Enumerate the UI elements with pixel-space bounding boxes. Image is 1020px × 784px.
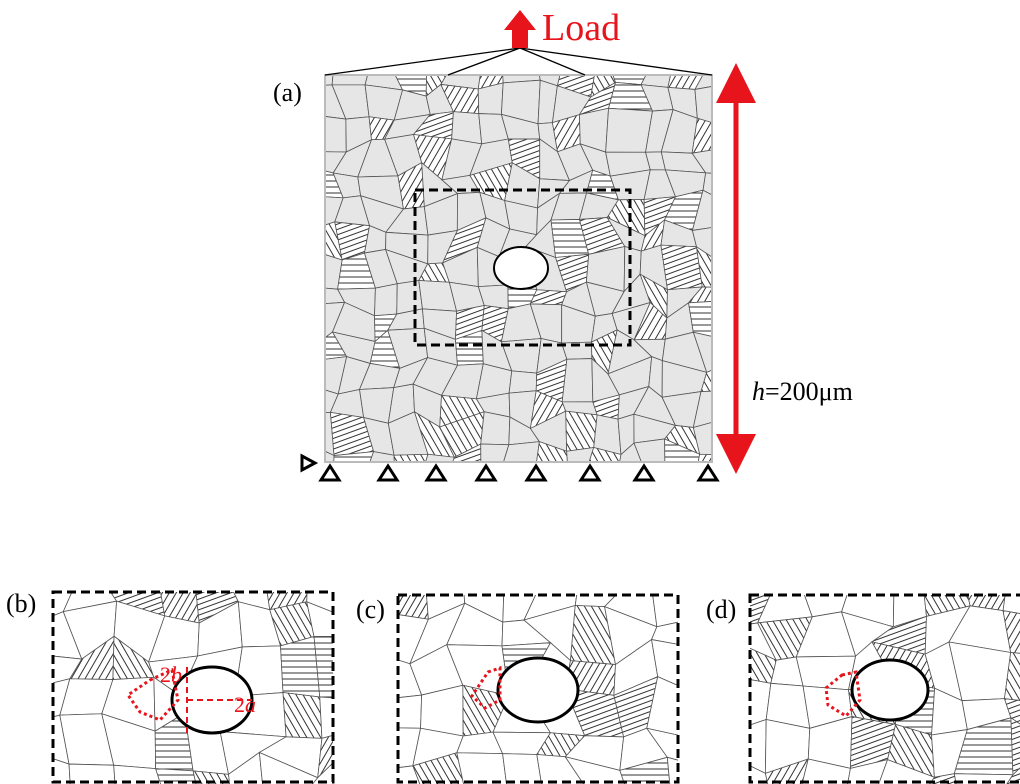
- grain: [457, 753, 508, 784]
- grain: [606, 108, 653, 152]
- load-arrow: [504, 10, 536, 48]
- grain: [333, 452, 373, 477]
- panel-label: (b): [6, 589, 36, 618]
- grain: [697, 247, 735, 288]
- coefficient: 2: [160, 662, 171, 687]
- grain: [650, 573, 701, 627]
- grain: [661, 245, 702, 290]
- symbol: a: [245, 692, 256, 717]
- grain: [509, 371, 537, 393]
- grain: [332, 56, 371, 85]
- minor-axis-label: 2b: [160, 662, 182, 687]
- grain: [394, 454, 428, 480]
- height-value: =200μm: [765, 377, 853, 406]
- grain: [720, 720, 766, 774]
- grain: [397, 281, 423, 315]
- major-axis-label: 2a: [234, 692, 256, 717]
- height-note: h=200μm: [752, 377, 853, 406]
- hole: [494, 247, 548, 289]
- grain: [310, 412, 334, 455]
- grain: [796, 656, 855, 690]
- grain: [281, 637, 320, 697]
- panel-label: (c): [356, 595, 385, 624]
- grain: [441, 56, 483, 89]
- panel-label: (a): [273, 78, 302, 107]
- grain: [502, 53, 540, 83]
- hole: [852, 660, 928, 720]
- grain: [530, 290, 566, 305]
- grain: [283, 693, 322, 739]
- coefficient: 2: [234, 692, 245, 717]
- grain: [634, 439, 665, 469]
- grain: [452, 112, 482, 144]
- height-symbol: h: [752, 377, 765, 406]
- grain: [667, 757, 698, 784]
- grain: [302, 56, 335, 86]
- grain: [320, 697, 360, 738]
- grain: [692, 118, 727, 153]
- grain: [1011, 718, 1020, 775]
- symbol: b: [171, 662, 182, 687]
- load-label: Load: [542, 7, 620, 49]
- grain: [562, 359, 593, 402]
- grain: [319, 116, 347, 152]
- figure: Load (a) h=200μm (b) 2b 2a (c) (d): [0, 0, 1020, 784]
- hole: [498, 658, 578, 722]
- grain: [566, 411, 597, 451]
- panel-label: (d): [706, 595, 736, 624]
- grain: [481, 412, 510, 445]
- grain: [375, 284, 398, 316]
- load-lines: [325, 48, 712, 75]
